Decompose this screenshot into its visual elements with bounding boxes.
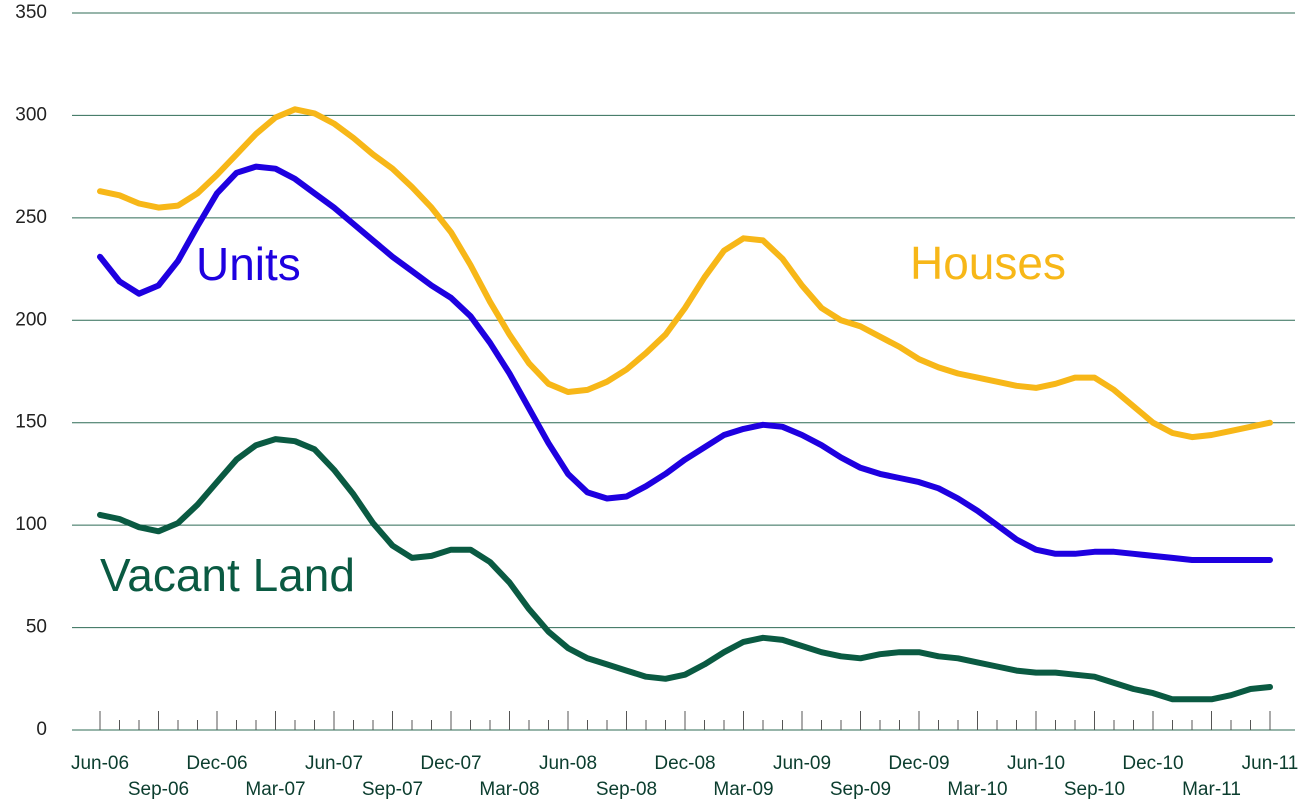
x-tick-label: Mar-09 [713,779,773,800]
x-tick-label: Sep-08 [596,779,657,800]
x-tick-label: Jun-10 [1007,753,1065,774]
x-tick-label: Jun-06 [71,753,129,774]
x-tick-label: Jun-07 [305,753,363,774]
x-tick-label: Mar-08 [479,779,539,800]
x-tick-label: Mar-10 [947,779,1007,800]
y-tick-label: 350 [15,2,47,23]
x-tick-label: Sep-09 [830,779,891,800]
x-tick-label: Dec-07 [420,753,481,774]
y-tick-label: 250 [15,207,47,228]
x-tick-label: Sep-07 [362,779,423,800]
x-tick-label: Sep-06 [128,779,189,800]
x-tick-label: Mar-07 [245,779,305,800]
x-tick-label: Dec-09 [888,753,949,774]
x-tick-label: Sep-10 [1064,779,1125,800]
series-label: Vacant Land [100,549,355,601]
x-tick-label: Dec-08 [654,753,715,774]
series-label: Houses [910,237,1066,289]
x-tick-label: Dec-06 [186,753,247,774]
x-tick-label: Mar-11 [1182,779,1241,800]
x-tick-label: Dec-10 [1122,753,1183,774]
x-tick-label: Jun-11 [1242,753,1299,774]
y-tick-label: 300 [15,104,47,125]
series-label: Units [196,238,301,290]
series-line [97,436,1273,703]
y-tick-label: 150 [15,412,47,433]
x-tick-label: Jun-08 [539,753,597,774]
y-tick-label: 200 [15,309,47,330]
y-tick-label: 0 [36,719,47,740]
y-tick-label: 100 [15,514,47,535]
y-tick-label: 50 [26,617,47,638]
series-line [97,106,1273,441]
series-line [97,163,1273,563]
x-tick-label: Jun-09 [773,753,831,774]
